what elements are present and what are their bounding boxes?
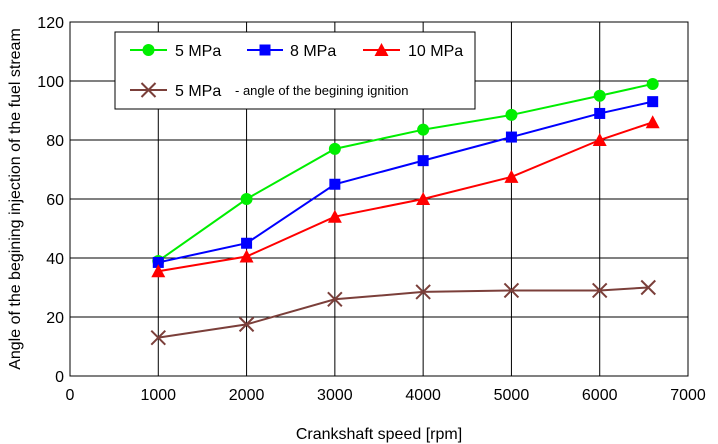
legend-marker — [140, 82, 157, 98]
data-point — [592, 282, 608, 299]
data-point — [505, 108, 518, 121]
data-point — [592, 133, 607, 146]
data-point — [594, 107, 606, 119]
series-3 — [151, 115, 660, 278]
x-tick-label: 7000 — [670, 387, 706, 404]
series-2 — [152, 96, 659, 268]
data-point — [646, 77, 659, 90]
y-tick-label: 0 — [55, 369, 64, 386]
legend-label-10mpa: 10 MPa — [408, 43, 463, 60]
data-point — [416, 192, 431, 205]
legend-marker — [259, 44, 271, 56]
y-tick-label: 100 — [37, 74, 64, 91]
x-tick-label: 0 — [66, 387, 75, 404]
legend-marker — [142, 44, 155, 56]
data-point — [327, 291, 343, 308]
data-point — [415, 284, 431, 300]
legend-box — [114, 31, 476, 110]
data-point — [417, 123, 430, 136]
data-point — [329, 178, 341, 190]
legend-label-5mpa: 5 MPa — [175, 43, 221, 60]
y-tick-label: 40 — [46, 251, 64, 268]
legend-symbol-2 — [247, 44, 283, 56]
data-point — [504, 169, 519, 183]
legend-label-8mpa: 8 MPa — [290, 43, 336, 60]
x-tick-labels: 0 1000 2000 3000 4000 5000 6000 7000 — [66, 387, 706, 404]
data-point — [593, 89, 606, 102]
legend-symbol-3 — [363, 43, 400, 56]
data-point — [640, 279, 656, 296]
y-axis-label: Angle of the begining injection of the f… — [7, 28, 24, 370]
series-4 — [150, 279, 656, 346]
y-tick-labels: 0 20 40 60 80 100 120 — [37, 15, 64, 386]
x-tick-label: 2000 — [229, 387, 265, 404]
data-point — [647, 96, 659, 108]
x-tick-label: 3000 — [317, 387, 353, 404]
y-tick-label: 20 — [46, 310, 64, 327]
data-point — [503, 282, 520, 299]
x-axis-label: Crankshaft speed [rpm] — [296, 426, 462, 443]
x-tick-label: 5000 — [494, 387, 530, 404]
data-point — [152, 256, 164, 268]
x-tick-label: 4000 — [405, 387, 441, 404]
data-point — [241, 237, 253, 249]
data-point — [151, 264, 166, 278]
legend-label-ignition-note: - angle of the begining ignition — [235, 83, 408, 98]
legend-label-5mpa-ignition: 5 MPa — [175, 83, 221, 100]
data-point — [328, 142, 341, 155]
data-point — [327, 209, 342, 223]
legend-symbol-1 — [130, 44, 167, 56]
legend-marker — [374, 43, 389, 56]
y-tick-label: 120 — [37, 15, 64, 32]
legend-items — [130, 43, 400, 98]
y-tick-label: 80 — [46, 133, 64, 150]
data-point — [505, 131, 517, 143]
y-tick-label: 60 — [46, 192, 64, 209]
data-point — [645, 115, 660, 129]
data-point — [238, 316, 255, 333]
series-group — [150, 77, 660, 346]
data-point — [150, 329, 166, 346]
x-tick-label: 1000 — [140, 387, 176, 404]
data-point — [239, 249, 254, 263]
legend: 5 MPa 8 MPa 10 MPa 5 MPa - angle of the … — [114, 31, 476, 110]
data-point — [240, 193, 253, 205]
legend-symbol-4 — [130, 82, 167, 98]
x-tick-label: 6000 — [582, 387, 618, 404]
data-point — [417, 155, 429, 167]
